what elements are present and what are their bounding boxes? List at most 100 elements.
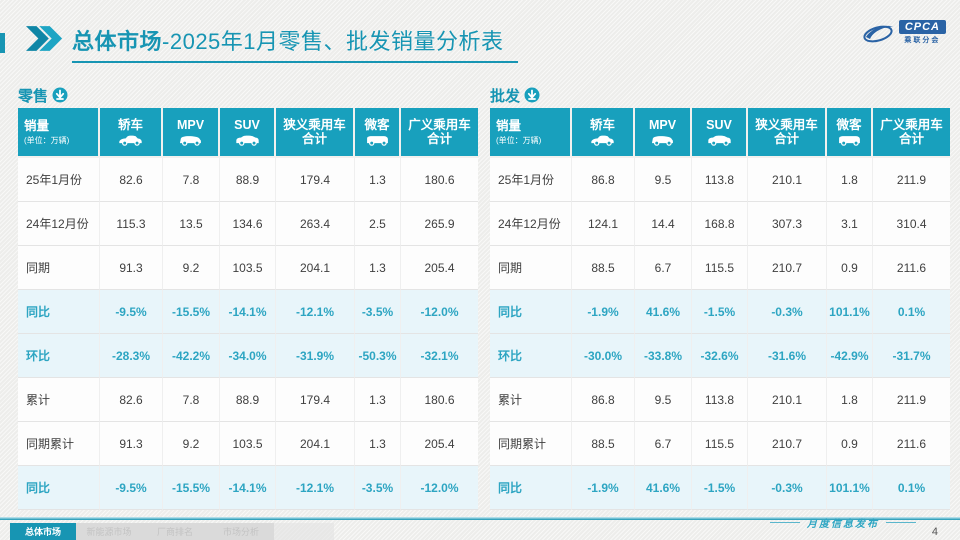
column-header-label: MPV — [176, 117, 205, 132]
table-cell: 179.4 — [276, 158, 355, 202]
table-cell: 2.5 — [355, 202, 401, 246]
table-unit-header-cell: 销量 (单位：万辆) — [490, 108, 572, 158]
table-cell: -12.0% — [401, 290, 478, 334]
footer-note: 月度信息发布 — [770, 515, 916, 530]
table-cell: 115.5 — [692, 246, 748, 290]
table-cell: 41.6% — [635, 466, 692, 510]
nav-tab-3[interactable]: 厂商排名 — [142, 523, 208, 540]
mpv-icon — [649, 134, 676, 146]
minibus-icon — [364, 134, 391, 146]
unit-header-unit: (单位：万辆) — [496, 135, 542, 145]
row-label: 24年12月份 — [490, 202, 572, 246]
column-header: 轿车 — [100, 108, 163, 158]
table-cell: -1.5% — [692, 466, 748, 510]
table-cell: 180.6 — [401, 378, 478, 422]
table-cell: 1.3 — [355, 158, 401, 202]
column-header-label: 微客 — [364, 117, 390, 132]
row-label: 同期累计 — [490, 422, 572, 466]
circle-down-arrow-icon — [52, 87, 68, 103]
table-cell: -15.5% — [163, 290, 220, 334]
column-header: SUV — [692, 108, 748, 158]
table-cell: -42.2% — [163, 334, 220, 378]
row-label: 累计 — [18, 378, 100, 422]
table-cell: 103.5 — [220, 246, 276, 290]
table-cell: -42.9% — [827, 334, 873, 378]
table-cell: 86.8 — [572, 378, 635, 422]
table-cell: 115.5 — [692, 422, 748, 466]
table-cell: -14.1% — [220, 466, 276, 510]
column-header-label: 轿车 — [589, 117, 615, 132]
cpca-logo-subtext: 乘联分会 — [904, 37, 941, 44]
row-label: 累计 — [490, 378, 572, 422]
table-cell: 115.3 — [100, 202, 163, 246]
table-cell: -9.5% — [100, 466, 163, 510]
table-cell: 88.5 — [572, 246, 635, 290]
table-cell: -50.3% — [355, 334, 401, 378]
table-cell: 0.1% — [873, 290, 950, 334]
footer-note-dash — [886, 522, 916, 523]
table-cell: 263.4 — [276, 202, 355, 246]
table-cell: -31.7% — [873, 334, 950, 378]
column-header: 狭义乘用车 合计 — [748, 108, 827, 158]
nav-tab-2[interactable]: 新能源市场 — [76, 523, 142, 540]
table-cell: 1.3 — [355, 378, 401, 422]
mpv-icon — [177, 134, 204, 146]
table-cell: 113.8 — [692, 158, 748, 202]
page-title: 总体市场-2025年1月零售、批发销量分析表 — [72, 29, 504, 54]
table-cell: 210.1 — [748, 378, 827, 422]
minibus-icon — [836, 134, 863, 146]
table-cell: 307.3 — [748, 202, 827, 246]
page-title-section: 总体市场 — [72, 29, 163, 54]
table-cell: 0.9 — [827, 422, 873, 466]
table-cell: 82.6 — [100, 378, 163, 422]
suv-icon — [234, 134, 261, 146]
column-header-label: 微客 — [836, 117, 862, 132]
double-chevron-icon — [26, 26, 64, 56]
table-cell: -12.0% — [401, 466, 478, 510]
row-label: 25年1月份 — [490, 158, 572, 202]
left-edge-accent — [0, 33, 5, 53]
table-cell: -1.5% — [692, 290, 748, 334]
table-cell: 9.5 — [635, 378, 692, 422]
table-cell: 204.1 — [276, 246, 355, 290]
retail-panel: 零售 销量 (单位：万辆) 轿车 MPV SUV 狭义乘用车 合计 微客 广义乘用车 合计 25年… — [18, 84, 478, 510]
table-cell: 7.8 — [163, 378, 220, 422]
cpca-swoosh-icon — [862, 21, 896, 45]
table-cell: 113.8 — [692, 378, 748, 422]
nav-tabs-filler — [274, 523, 334, 540]
page-number: 4 — [931, 526, 938, 538]
sedan-icon — [589, 134, 616, 146]
table-cell: 179.4 — [276, 378, 355, 422]
column-header-label: 广义乘用车 合计 — [880, 117, 943, 146]
table-cell: -33.8% — [635, 334, 692, 378]
table-cell: -14.1% — [220, 290, 276, 334]
table-cell: 1.8 — [827, 158, 873, 202]
table-cell: 3.1 — [827, 202, 873, 246]
table-cell: 211.9 — [873, 378, 950, 422]
footer-note-text: 月度信息发布 — [807, 519, 879, 530]
column-header-label: MPV — [648, 117, 677, 132]
column-header-label: 广义乘用车 合计 — [408, 117, 471, 146]
column-header: 微客 — [355, 108, 401, 158]
nav-tab-4[interactable]: 市场分析 — [208, 523, 274, 540]
unit-header-title: 销量 — [24, 119, 50, 134]
table-cell: 1.3 — [355, 246, 401, 290]
nav-tab-1[interactable]: 总体市场 — [10, 523, 76, 540]
table-cell: 7.8 — [163, 158, 220, 202]
column-header: 轿车 — [572, 108, 635, 158]
row-label: 24年12月份 — [18, 202, 100, 246]
table-cell: -9.5% — [100, 290, 163, 334]
section-label-text: 批发 — [490, 87, 521, 105]
row-label: 同比 — [18, 466, 100, 510]
table-cell: 1.3 — [355, 422, 401, 466]
table-cell: 124.1 — [572, 202, 635, 246]
column-header: MPV — [163, 108, 220, 158]
table-cell: 88.5 — [572, 422, 635, 466]
column-header: 狭义乘用车 合计 — [276, 108, 355, 158]
table-cell: 103.5 — [220, 422, 276, 466]
table-cell: -12.1% — [276, 466, 355, 510]
column-header: MPV — [635, 108, 692, 158]
table-cell: 210.1 — [748, 158, 827, 202]
bottom-nav-tabs: 总体市场 新能源市场 厂商排名 市场分析 — [10, 523, 334, 540]
row-label: 同期累计 — [18, 422, 100, 466]
